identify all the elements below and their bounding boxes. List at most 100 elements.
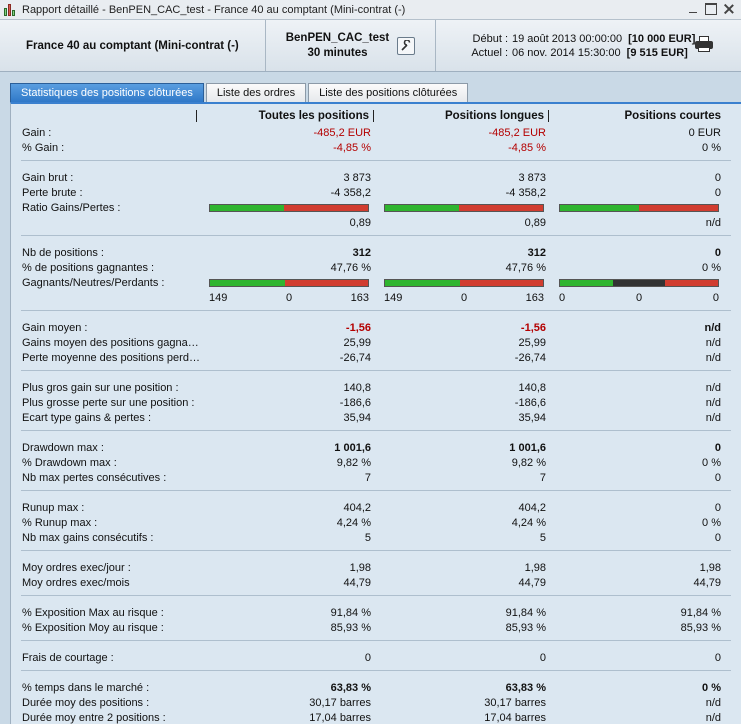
current-label: Actuel : (471, 46, 508, 59)
win-neutral-loss-bar (559, 279, 719, 287)
stat-value-long: 30,17 barres (484, 697, 546, 709)
stat-value-short: 0 (714, 472, 721, 484)
stat-value-all: 17,04 barres (309, 712, 371, 724)
tab-orders[interactable]: Liste des ordres (205, 83, 307, 102)
stat-value-short: 0 % (702, 262, 721, 274)
gain-segment (385, 205, 460, 211)
stat-label: Ratio Gains/Pertes : (22, 202, 121, 214)
stat-value-all: 1 001,6 (334, 442, 371, 454)
close-button[interactable] (723, 3, 735, 15)
stat-value-all: 4,24 % (336, 517, 371, 529)
tab-closed-positions[interactable]: Liste des positions clôturées (308, 83, 469, 102)
losers-count: 163 (525, 292, 544, 304)
stat-value-all: 0,89 (349, 217, 371, 229)
stat-value-all: 0 (364, 652, 371, 664)
section-divider (21, 640, 731, 641)
stat-value-all: -1,56 (345, 322, 371, 334)
stat-value-long: 63,83 % (505, 682, 546, 694)
stat-label: % Exposition Moy au risque : (22, 622, 164, 634)
current-capital: [9 515 EUR] (626, 46, 688, 59)
stat-label: Moy ordres exec/mois (22, 577, 130, 589)
tab-statistics[interactable]: Statistiques des positions clôturées (10, 83, 204, 102)
neutral-count: 0 (460, 292, 468, 304)
stat-value-short: n/d (705, 712, 721, 724)
stat-value-long: 0 (539, 652, 546, 664)
stat-label: Nb de positions : (22, 247, 104, 259)
wrench-icon[interactable] (397, 36, 416, 55)
stat-label: Gains moyen des positions gagnantes : (22, 337, 200, 349)
neutral-segment (612, 280, 666, 286)
timeframe: 30 minutes (307, 46, 368, 59)
column-header-long: Positions longues (444, 110, 544, 122)
section-divider (21, 160, 731, 161)
start-capital: [10 000 EUR] (628, 32, 696, 45)
stat-value-all: 44,79 (343, 577, 371, 589)
winners-segment (210, 280, 286, 286)
stat-value-all: 140,8 (343, 382, 371, 394)
section-divider (21, 550, 731, 551)
minimize-button[interactable] (687, 3, 699, 15)
stat-label: Gain : (22, 127, 52, 139)
stat-label: Nb max pertes consécutives : (22, 472, 167, 484)
stat-value-all: -485,2 EUR (313, 127, 371, 139)
stat-value-all: 3 873 (343, 172, 371, 184)
stat-value-short: n/d (705, 217, 721, 229)
gain-loss-ratio-bar (209, 204, 369, 212)
stat-value-long: 5 (539, 532, 546, 544)
column-separator (548, 110, 549, 122)
column-separator (196, 110, 197, 122)
stat-value-all: 7 (364, 472, 371, 484)
winners-segment (560, 280, 613, 286)
stat-label: Ecart type gains & pertes : (22, 412, 152, 424)
stat-value-all: 9,82 % (336, 457, 371, 469)
stat-value-short: 0 (714, 172, 721, 184)
stat-value-long: 44,79 (518, 577, 546, 589)
stat-value-long: -1,56 (520, 322, 546, 334)
stat-value-short: 0 % (702, 457, 721, 469)
stat-label: Durée moy entre 2 positions : (22, 712, 166, 724)
stat-label: Perte brute : (22, 187, 83, 199)
gain-loss-ratio-bar (384, 204, 544, 212)
stat-label: Moy ordres exec/jour : (22, 562, 131, 574)
stat-value-short: n/d (705, 382, 721, 394)
stat-value-long: -186,6 (514, 397, 546, 409)
stat-value-all: 35,94 (343, 412, 371, 424)
instrument-name: France 40 au comptant (Mini-contrat (-) (0, 20, 266, 71)
section-divider (21, 490, 731, 491)
losers-segment (285, 280, 368, 286)
printer-icon[interactable] (695, 36, 713, 52)
neutral-count: 0 (285, 292, 293, 304)
stat-value-all: 63,83 % (330, 682, 371, 694)
maximize-button[interactable] (705, 3, 717, 15)
stat-value-short: n/d (705, 352, 721, 364)
stat-value-short: 85,93 % (680, 622, 721, 634)
winners-segment (385, 280, 461, 286)
stat-value-long: 404,2 (518, 502, 546, 514)
stat-value-long: 25,99 (518, 337, 546, 349)
stat-value-long: 85,93 % (505, 622, 546, 634)
stat-value-long: -26,74 (514, 352, 546, 364)
stat-label: Perte moyenne des positions perdantes : (22, 352, 200, 364)
losers-segment (665, 280, 718, 286)
stat-value-all: 91,84 % (330, 607, 371, 619)
stat-value-long: -485,2 EUR (488, 127, 546, 139)
stat-label: Plus gros gain sur une position : (22, 382, 179, 394)
stat-value-short: n/d (705, 412, 721, 424)
column-header-short: Positions courtes (624, 110, 722, 122)
gain-segment (560, 205, 639, 211)
stat-value-all: 85,93 % (330, 622, 371, 634)
stat-value-short: 44,79 (693, 577, 721, 589)
losers-segment (460, 280, 543, 286)
stat-value-short: n/d (704, 322, 722, 334)
stat-value-short: n/d (705, 337, 721, 349)
stat-value-all: 5 (364, 532, 371, 544)
win-neutral-loss-bar (384, 279, 544, 287)
loss-segment (639, 205, 718, 211)
stat-value-short: 0 (714, 442, 721, 454)
stat-value-short: 91,84 % (680, 607, 721, 619)
stat-value-short: 1,98 (699, 562, 721, 574)
stat-value-short: 0 (714, 502, 721, 514)
stat-value-long: 35,94 (518, 412, 546, 424)
stat-label: Runup max : (22, 502, 85, 514)
stat-value-all: 404,2 (343, 502, 371, 514)
